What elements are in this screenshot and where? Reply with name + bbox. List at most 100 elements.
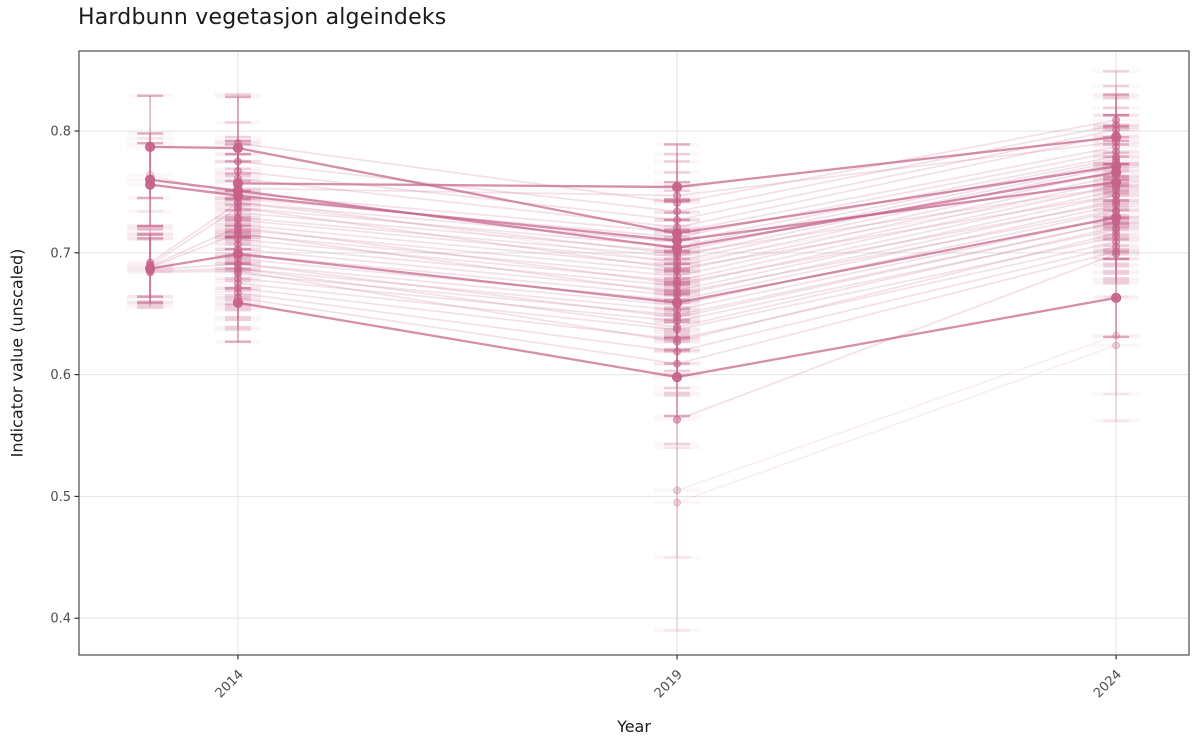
error-bar-cap [224, 318, 251, 322]
error-bar-cap [137, 237, 164, 240]
error-bar-cap [664, 143, 691, 146]
uncertainty-strip [214, 325, 261, 329]
uncertainty-strip [127, 231, 174, 236]
panel-border-rect [78, 50, 1190, 656]
error-bar-cap [137, 210, 164, 213]
uncertainty-strip [214, 315, 261, 320]
uncertainty-strip [1093, 281, 1140, 286]
uncertainty-strip [1093, 261, 1140, 266]
error-bar-cap [137, 196, 164, 200]
uncertainty-strip [127, 294, 174, 299]
uncertainty-strip [1093, 419, 1140, 423]
uncertainty-strip [1093, 343, 1140, 348]
error-bar-cap [664, 369, 691, 373]
uncertainty-strip [654, 159, 701, 164]
x-tick-label: 2024 [1091, 667, 1125, 701]
uncertainty-strip [1093, 269, 1140, 273]
uncertainty-strip [1093, 333, 1140, 338]
series-line [148, 145, 1118, 235]
data-point [673, 415, 682, 424]
uncertainty-strip [127, 227, 174, 232]
series-line [149, 186, 1117, 264]
series-line [148, 171, 1118, 250]
error-bar-cap [224, 95, 251, 99]
uncertainty-strip [1093, 106, 1140, 110]
data-point [673, 317, 682, 326]
error-bar-cap [1103, 269, 1130, 273]
error-bar-cap [1103, 96, 1130, 100]
error-bar-cap [664, 386, 691, 390]
error-bar-cap [137, 224, 164, 228]
error-bar-cap [137, 233, 164, 236]
series-line [148, 216, 1118, 304]
series-line [149, 194, 1117, 270]
uncertainty-strip [1093, 264, 1140, 269]
y-axis-label: Indicator value (unscaled) [7, 248, 27, 458]
error-bar-cap [664, 333, 691, 336]
error-bar-cap [1103, 93, 1130, 96]
uncertainty-strip [127, 237, 174, 242]
uncertainty-strip [1093, 392, 1140, 396]
error-bar-cap [664, 446, 691, 449]
error-bar-cap [1103, 257, 1130, 261]
uncertainty-strip [654, 386, 701, 390]
data-point [671, 371, 683, 383]
uncertainty-strip [127, 294, 174, 299]
error-bar-cap [137, 94, 164, 97]
error-bar-cap [664, 171, 691, 174]
uncertainty-strip [1093, 69, 1140, 74]
data-point [1112, 250, 1121, 259]
error-bar-cap [137, 295, 164, 298]
error-bar-cap [137, 295, 164, 298]
panel-border [78, 50, 1190, 656]
y-tick-label: 0.7 [50, 246, 71, 261]
error-bar-cap [1103, 279, 1130, 283]
uncertainty-strip [127, 209, 174, 214]
error-bar-cap [137, 228, 164, 231]
error-bar-cap [224, 316, 251, 319]
series-line [149, 209, 1117, 294]
error-bar-cap [137, 300, 164, 303]
uncertainty-strip [1093, 271, 1140, 276]
series-line [149, 174, 1117, 264]
data-point [1112, 341, 1121, 350]
error-bar-cap [137, 306, 164, 309]
error-bar-cap [224, 308, 251, 312]
error-bar-cap [1103, 392, 1130, 396]
error-bar-cap [1103, 282, 1130, 285]
data-point [146, 170, 155, 179]
data-point [673, 335, 682, 344]
uncertainty-strip [654, 391, 701, 395]
uncertainty-strip [127, 303, 174, 307]
error-bar-cap [137, 303, 164, 307]
uncertainty-strip [654, 369, 701, 373]
error-bar-cap [1103, 113, 1130, 117]
uncertainty-strip [214, 92, 261, 97]
error-bar-cap [1103, 70, 1130, 73]
error-bar-cap [664, 442, 691, 446]
error-bar-cap [137, 137, 164, 140]
data-point [233, 139, 242, 148]
error-bar-cap [224, 325, 251, 329]
error-bar-cap [224, 328, 251, 331]
error-bar-cap [664, 160, 691, 163]
uncertainty-strip [654, 628, 701, 633]
data-point [671, 181, 683, 193]
data-point [673, 325, 682, 334]
series-line [149, 202, 1117, 285]
series-line [676, 253, 1117, 421]
uncertainty-strip [654, 488, 701, 493]
series-line [148, 181, 1118, 242]
uncertainty-strip [654, 500, 701, 505]
error-bar-cap [137, 232, 164, 235]
error-bar-cap [137, 295, 164, 298]
error-bar-cap [137, 233, 164, 236]
uncertainty-strip [654, 555, 701, 560]
error-bar-cap [1103, 277, 1130, 280]
y-tick-label: 0.8 [50, 125, 71, 140]
error-bar-cap [1103, 106, 1130, 110]
y-tick-labels: 0.4 0.5 0.6 0.7 0.8 [50, 125, 71, 627]
error-bar-cap [664, 556, 691, 559]
error-bar-cap [224, 93, 251, 96]
error-bar-cap [664, 629, 691, 632]
